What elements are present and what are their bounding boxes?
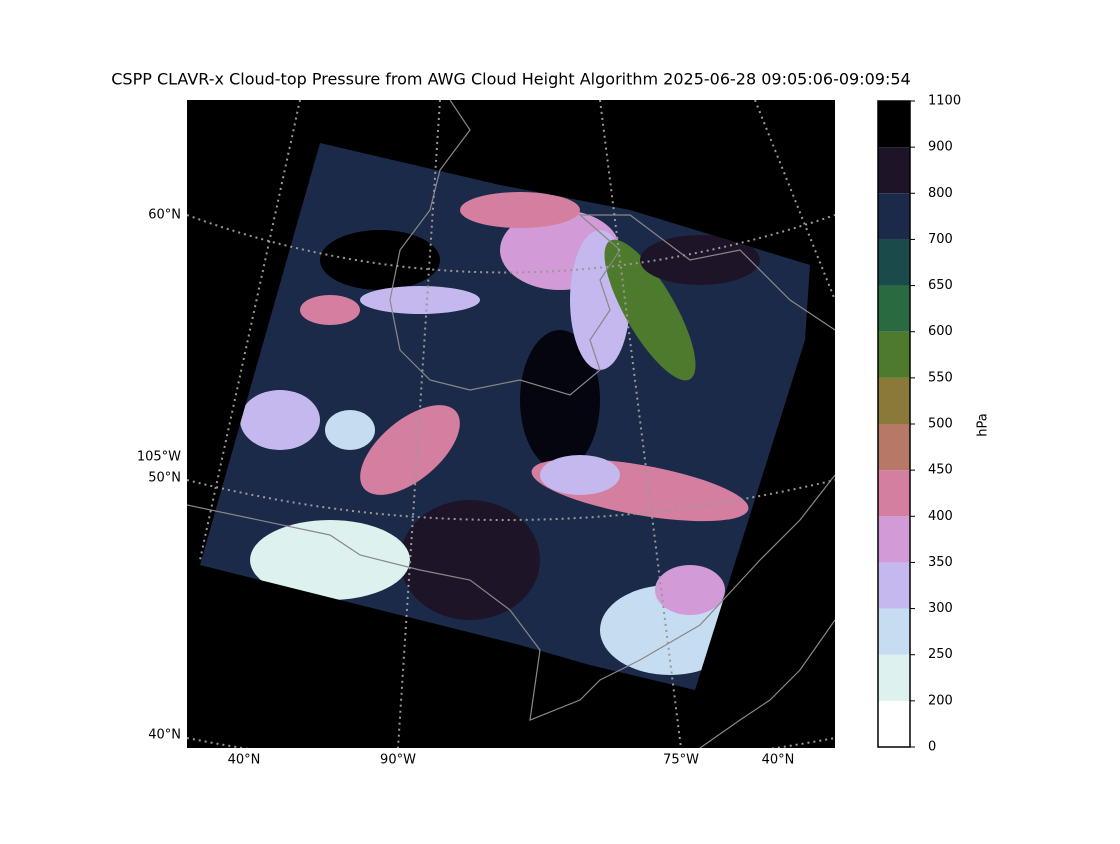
colorbar-tick-label: 800 [928, 186, 953, 201]
map [187, 100, 835, 748]
cloud [240, 390, 320, 450]
colorbar-segment [878, 331, 910, 378]
cloud [325, 410, 375, 450]
coastline [187, 474, 835, 721]
cloud [520, 330, 600, 470]
colorbar-segment [878, 654, 910, 701]
cloud [400, 500, 540, 620]
cloud [300, 295, 360, 325]
lat-label: 40°N [148, 728, 181, 743]
colorbar-tick-label: 250 [928, 647, 953, 662]
colorbar-segment [878, 147, 910, 194]
colorbar-tick-label: 600 [928, 324, 953, 339]
coastline [389, 100, 835, 396]
lon-label: 75°W [663, 753, 699, 768]
colorbar-segment [878, 377, 910, 424]
title: CSPP CLAVR-x Cloud-top Pressure from AWG… [111, 70, 910, 89]
colorbar-tick-label: 350 [928, 555, 953, 570]
colorbar-segment [878, 562, 910, 609]
colorbar-segment [878, 424, 910, 471]
lat-label: 105°W [137, 450, 181, 465]
lon-label: 40°N [762, 753, 795, 768]
colorbar-segment [878, 101, 910, 148]
colorbar-segment [878, 516, 910, 563]
colorbar-segment [878, 470, 910, 517]
graticule [187, 214, 835, 274]
cloud [360, 405, 460, 495]
lon-label: 90°W [380, 753, 416, 768]
colorbar-segment [878, 193, 910, 240]
cloud [250, 520, 410, 600]
colorbar-segment [878, 700, 910, 747]
colorbar-tick-label: 900 [928, 140, 953, 155]
cloud [540, 455, 620, 495]
graticule [599, 100, 682, 748]
colorbar-tick-label: 700 [928, 232, 953, 247]
map-labels: 60°N 105°W 50°N 40°N 40°N 90°W 75°W 40°N [137, 208, 795, 768]
colorbar-tick-label: 300 [928, 601, 953, 616]
graticule [187, 479, 835, 521]
cloud [360, 286, 480, 314]
colorbar-tick-label: 500 [928, 417, 953, 432]
colorbar-segment [878, 608, 910, 655]
colorbar-tick-label: 450 [928, 463, 953, 478]
clouds [240, 192, 760, 675]
colorbar-tick-label: 400 [928, 509, 953, 524]
graticule [199, 100, 301, 561]
colorbar-tick-label: 0 [928, 740, 936, 755]
cloud [320, 230, 440, 290]
colorbar-tick-label: 650 [928, 278, 953, 293]
colorbar-tick-label: 550 [928, 370, 953, 385]
colorbar-tick-label: 200 [928, 693, 953, 708]
cloud [655, 565, 725, 615]
colorbar-tick-label: 1100 [928, 94, 961, 109]
cloud [604, 239, 696, 381]
colorbar-label: hPa [976, 413, 991, 436]
cloud [640, 235, 760, 285]
lon-label: 40°N [228, 753, 261, 768]
colorbar: 0 200 250 300 350 400 450 500 550 600 650 700 800 900… [877, 94, 991, 755]
graticule [397, 100, 441, 748]
coastline [699, 619, 835, 748]
lat-label: 50°N [148, 471, 181, 486]
lat-label: 60°N [148, 208, 181, 223]
colorbar-segment [878, 239, 910, 286]
cloud [460, 192, 580, 228]
colorbar-segment [878, 285, 910, 332]
